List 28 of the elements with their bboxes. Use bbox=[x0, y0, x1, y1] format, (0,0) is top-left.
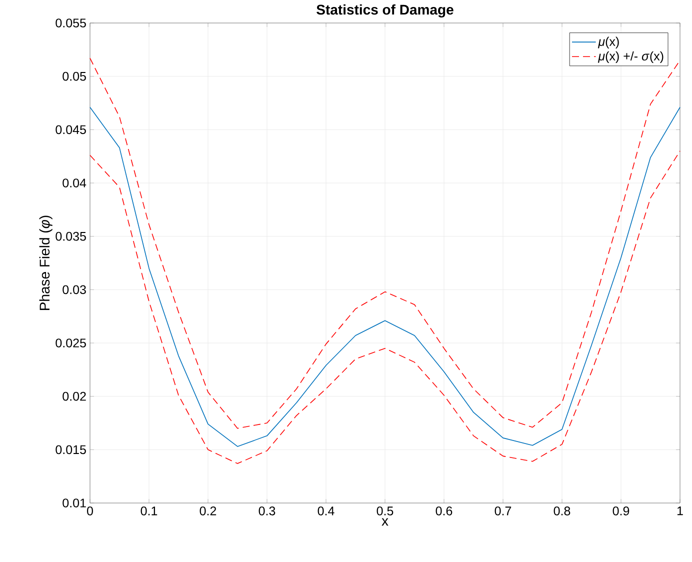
y-tick-label: 0.01 bbox=[62, 498, 86, 508]
y-tick-label: 0.015 bbox=[56, 445, 86, 454]
x-tick-label: 0.1 bbox=[140, 506, 158, 516]
x-tick-label: 0.6 bbox=[436, 506, 452, 516]
y-tick-label: 0.045 bbox=[56, 125, 86, 134]
y-tick-label: 0.04 bbox=[62, 178, 86, 188]
chart-title: Statistics of Damage bbox=[316, 4, 454, 18]
y-tick-label: 0.05 bbox=[62, 72, 86, 81]
x-tick-label: 0.8 bbox=[554, 506, 570, 516]
legend-label: μ(x) bbox=[598, 36, 619, 48]
x-tick-label: 0.4 bbox=[318, 506, 334, 516]
y-tick-label: 0.03 bbox=[62, 285, 86, 294]
line-series bbox=[90, 150, 680, 464]
line-series bbox=[90, 106, 680, 447]
x-tick-label: 0.7 bbox=[494, 506, 512, 516]
x-tick-label: 0.2 bbox=[200, 506, 216, 516]
x-tick-label: 1 bbox=[677, 506, 683, 516]
x-tick-label: 0 bbox=[87, 506, 93, 516]
x-tick-label: 0.5 bbox=[376, 506, 394, 516]
y-tick-label: 0.02 bbox=[62, 392, 86, 401]
legend-label: μ(x) +/- σ(x) bbox=[598, 51, 664, 63]
y-tick-label: 0.035 bbox=[56, 232, 86, 241]
x-tick-label: 0.3 bbox=[258, 506, 276, 516]
x-axis-title: x bbox=[382, 518, 388, 526]
y-tick-label: 0.025 bbox=[56, 338, 86, 348]
x-tick-label: 0.9 bbox=[612, 506, 630, 516]
y-axis-title: Phase Field (φ) bbox=[39, 216, 52, 310]
y-tick-label: 0.055 bbox=[56, 18, 86, 28]
